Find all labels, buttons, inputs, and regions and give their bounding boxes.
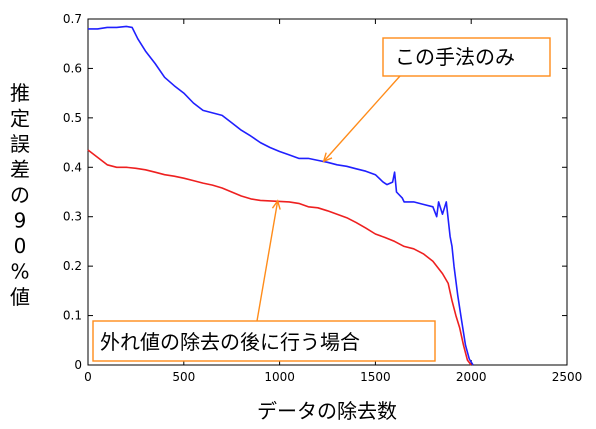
y-axis-label-char: % <box>10 260 29 284</box>
y-tick-label: 0.6 <box>63 61 82 75</box>
y-axis-label-char: 9 <box>14 209 27 233</box>
annotation-arrowhead <box>322 152 333 163</box>
series-layer <box>87 25 474 366</box>
annotation-0: この手法のみ <box>322 37 551 163</box>
y-axis-label-char: 誤 <box>10 132 30 156</box>
x-tick-label: 0 <box>84 370 92 384</box>
y-tick-label: 0 <box>74 358 82 372</box>
y-tick-label: 0.3 <box>63 210 82 224</box>
y-axis-label-char: の <box>10 183 30 207</box>
series-line-1 <box>87 149 472 366</box>
series-line-0 <box>88 25 474 366</box>
x-tick-label: 2500 <box>552 370 583 384</box>
annotation-arrow <box>323 75 401 162</box>
y-tick-label: 0.2 <box>63 259 82 273</box>
axis-ticks: 0 500 1000 1500 2000 2500 0 0.1 0.2 0.3 0.4 0.5 0.6 0… <box>63 12 582 384</box>
annotation-label: 外れ値の除去の後に行う場合 <box>100 330 360 354</box>
y-axis-label-char: 定 <box>10 107 30 131</box>
x-tick-label: 1500 <box>360 370 391 384</box>
x-tick-label: 1000 <box>264 370 295 384</box>
y-tick-label: 0.5 <box>63 111 82 125</box>
y-tick-label: 0.4 <box>63 160 82 174</box>
y-axis-label-char: 値 <box>10 285 30 309</box>
annotation-1: 外れ値の除去の後に行う場合 <box>92 199 436 362</box>
y-axis-label-char: 0 <box>14 234 27 258</box>
annotation-box <box>382 37 551 77</box>
y-axis-label-char: 推 <box>10 81 30 105</box>
y-axis-label-char: 差 <box>10 158 30 182</box>
x-axis-label: データの除去数 <box>257 399 397 423</box>
annotation-label: この手法のみ <box>395 45 515 69</box>
y-tick-label: 0.7 <box>63 12 82 26</box>
y-tick-label: 0.1 <box>63 309 82 323</box>
x-tick-label: 2000 <box>456 370 487 384</box>
annotation-arrowhead <box>271 199 281 210</box>
annotation-arrow <box>256 200 279 322</box>
x-tick-label: 500 <box>172 370 195 384</box>
annotation-box <box>92 320 436 362</box>
